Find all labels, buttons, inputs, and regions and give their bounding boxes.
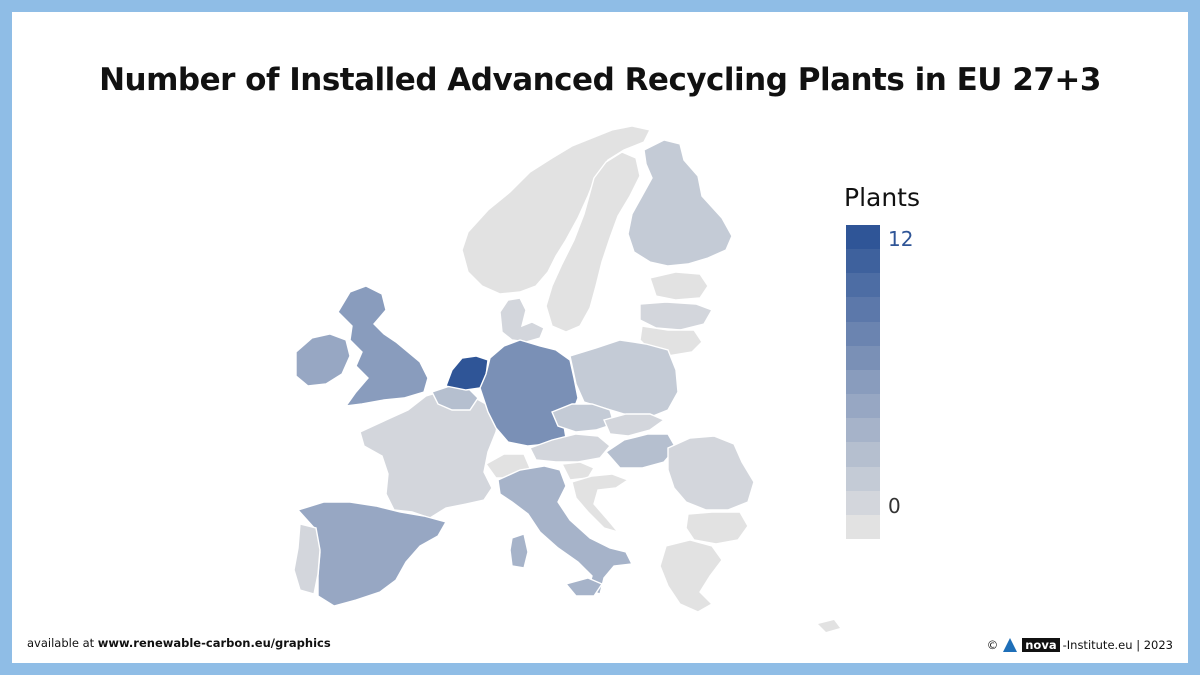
- country-hungary[interactable]: [604, 433, 677, 469]
- legend-title: Plants: [844, 183, 921, 212]
- country-estonia[interactable]: [649, 271, 709, 301]
- country-portugal[interactable]: [293, 523, 321, 595]
- legend-step: [846, 466, 880, 491]
- country-italy[interactable]: [497, 465, 634, 595]
- legend-step: [846, 321, 880, 346]
- legend-step: [846, 345, 880, 370]
- brand-name: nova: [1022, 638, 1060, 652]
- country-romania[interactable]: [667, 435, 755, 511]
- country-finland[interactable]: [627, 139, 733, 267]
- copyright-symbol: ©: [986, 638, 999, 652]
- country-netherlands[interactable]: [445, 355, 489, 391]
- country-bulgaria[interactable]: [685, 511, 749, 545]
- legend-color-scale: [846, 225, 880, 540]
- country-italy-sardinia[interactable]: [509, 533, 529, 569]
- footer-source-prefix: available at: [27, 636, 98, 650]
- footer-source-url[interactable]: www.renewable-carbon.eu/graphics: [97, 636, 331, 650]
- legend-step: [846, 394, 880, 419]
- country-germany[interactable]: [479, 339, 579, 447]
- legend-step: [846, 249, 880, 274]
- country-austria[interactable]: [529, 433, 611, 463]
- country-latvia[interactable]: [639, 301, 714, 331]
- country-slovakia[interactable]: [603, 413, 666, 437]
- footer-credit: © nova -Institute.eu | 2023: [987, 636, 1173, 654]
- footer-source: available at www.renewable-carbon.eu/gra…: [27, 636, 331, 650]
- island-cyprus: [818, 620, 840, 632]
- country-czechia[interactable]: [551, 403, 615, 433]
- legend-step: [846, 369, 880, 395]
- country-slovenia[interactable]: [560, 461, 596, 481]
- country-sweden[interactable]: [545, 151, 641, 333]
- nova-logo-icon: [1003, 638, 1018, 652]
- page-title: Number of Installed Advanced Recycling P…: [99, 62, 1101, 98]
- legend-max-label: 12: [888, 227, 914, 251]
- country-croatia[interactable]: [571, 473, 630, 534]
- legend-step: [846, 297, 880, 322]
- country-poland[interactable]: [569, 339, 679, 419]
- legend-step: [846, 418, 880, 443]
- country-greece[interactable]: [659, 539, 723, 613]
- legend-step: [846, 514, 880, 540]
- legend-step: [846, 442, 880, 467]
- legend-step: [846, 225, 880, 250]
- brand-suffix: -Institute.eu | 2023: [1062, 638, 1173, 652]
- country-ireland[interactable]: [295, 333, 351, 387]
- country-united-kingdom[interactable]: [337, 285, 429, 407]
- country-italy-sicily[interactable]: [564, 577, 604, 597]
- legend-step: [846, 273, 880, 298]
- legend-min-label: 0: [888, 494, 901, 518]
- legend-step: [846, 490, 880, 515]
- country-france[interactable]: [359, 389, 501, 519]
- country-denmark[interactable]: [499, 297, 545, 343]
